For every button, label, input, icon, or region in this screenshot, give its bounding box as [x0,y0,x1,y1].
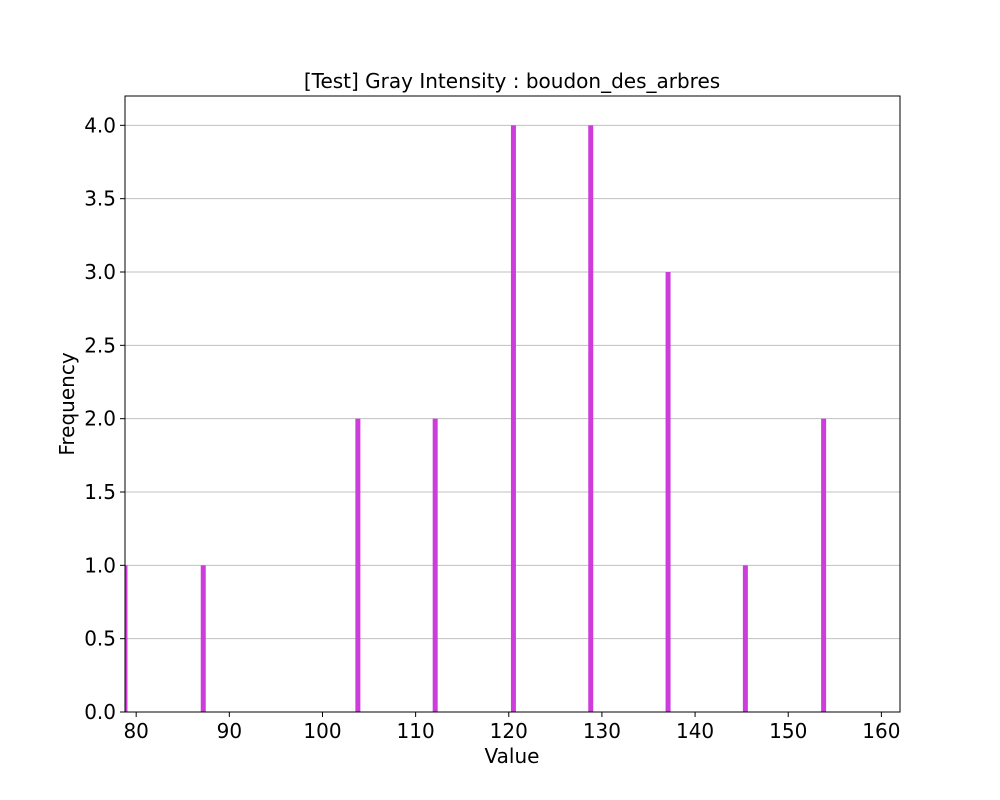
histogram-bar [742,565,748,712]
y-tick-label: 0.5 [84,627,116,651]
bars [125,125,827,713]
y-axis-title: Frequency [55,352,79,455]
y-tick-label: 4.0 [84,113,116,137]
histogram-bar [355,418,361,712]
x-tick-label: 120 [490,719,528,743]
y-tick-label: 1.0 [84,553,116,577]
histogram-bar [510,125,516,713]
x-axis-ticks: 80 90 100 110 120 130 140 150 160 [123,712,900,743]
x-axis-title: Value [485,744,540,768]
y-tick-label: 3.0 [84,260,116,284]
histogram-bar [200,565,206,712]
y-tick-label: 1.5 [84,480,116,504]
x-tick-label: 90 [217,719,242,743]
x-tick-label: 80 [123,719,148,743]
histogram-bar [821,418,827,712]
histogram-bar [125,565,128,712]
plot-frame [124,95,901,713]
histogram-bar [665,272,671,712]
x-tick-label: 160 [862,719,900,743]
histogram-bar [588,125,594,713]
y-tick-label: 2.0 [84,407,116,431]
x-tick-label: 110 [397,719,435,743]
histogram-bar [432,418,438,712]
x-tick-label: 150 [769,719,807,743]
y-tick-label: 3.5 [84,187,116,211]
x-tick-label: 100 [303,719,341,743]
x-tick-label: 140 [676,719,714,743]
x-tick-label: 130 [583,719,621,743]
y-tick-label: 2.5 [84,333,116,357]
y-tick-label: 0.0 [84,700,116,724]
chart-title: [Test] Gray Intensity : boudon_des_arbre… [304,69,720,93]
y-axis-ticks: 0.0 0.5 1.0 1.5 2.0 2.5 3.0 3.5 4.0 [84,113,125,724]
